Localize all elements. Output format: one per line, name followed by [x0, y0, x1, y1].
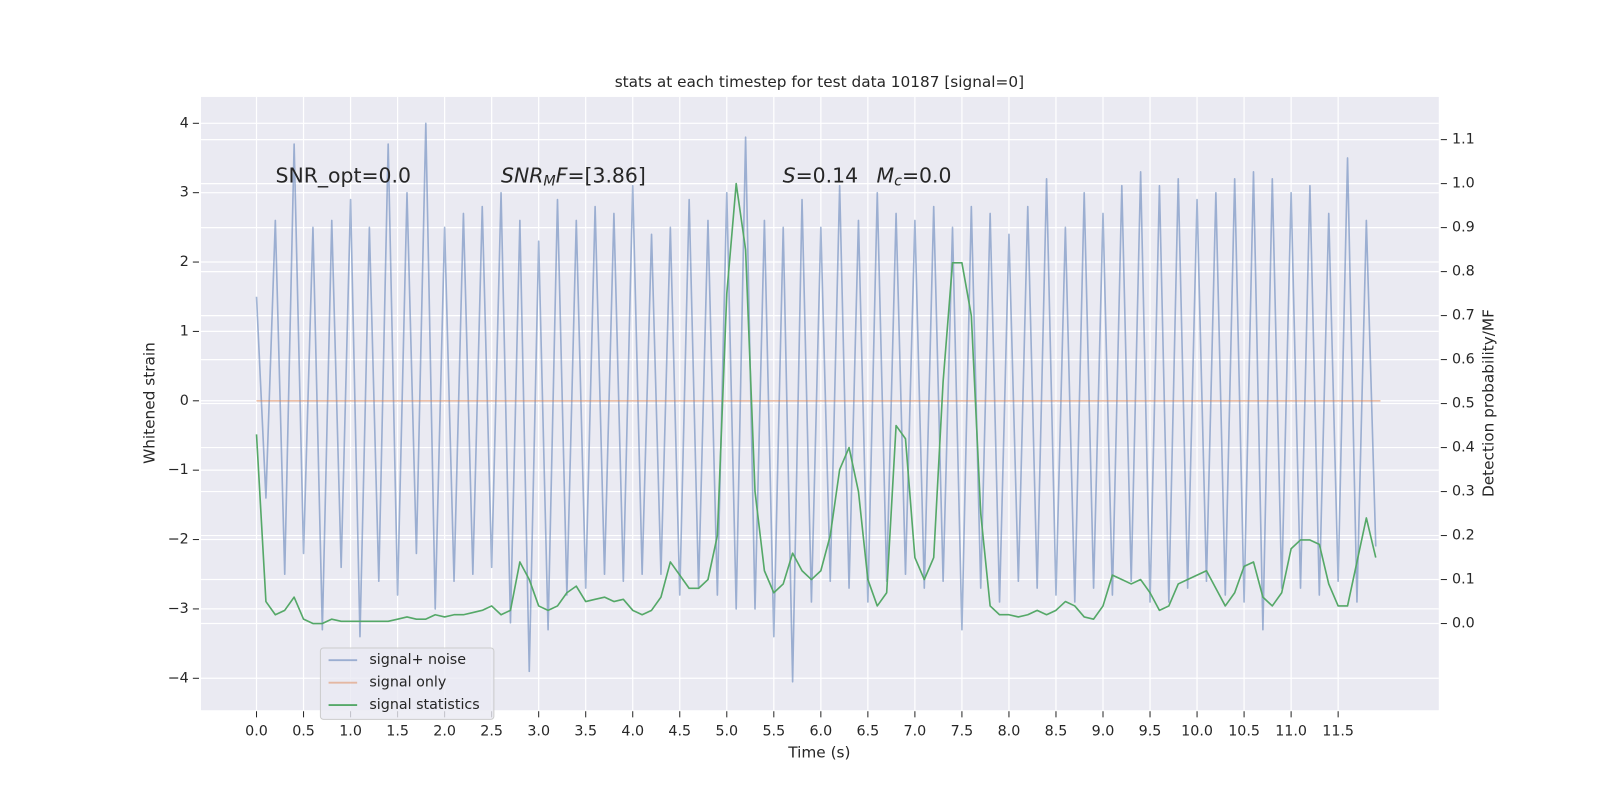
- x-tick-label: 10.5: [1228, 724, 1260, 740]
- y2-tick-label: 0.6: [1452, 352, 1475, 368]
- x-tick-label: 2.5: [480, 724, 503, 740]
- annotation-part: =0.0: [902, 164, 952, 188]
- y2-tick-label: 0.0: [1452, 616, 1475, 632]
- x-tick-label: 1.0: [339, 724, 362, 740]
- annotation-part: S: [783, 164, 796, 188]
- y2-tick-label: 0.9: [1452, 220, 1475, 236]
- y2-tick-label: 1.0: [1452, 176, 1475, 192]
- marks: [255, 122, 1381, 683]
- y2-axis-label: Detection probability/MF: [1479, 309, 1497, 497]
- y2-tick-label: 0.5: [1452, 396, 1475, 412]
- x-tick-label: 6.0: [809, 724, 832, 740]
- y2-tick-label: 0.7: [1452, 308, 1475, 324]
- x-tick-label: 0.0: [245, 724, 268, 740]
- x-tick-label: 5.5: [762, 724, 785, 740]
- annotation: SNR_opt=0.0: [276, 164, 412, 189]
- x-tick-label: 7.5: [951, 724, 974, 740]
- x-tick-label: 11.5: [1322, 724, 1354, 740]
- y-tick-label: −3: [168, 601, 189, 617]
- annotation-part: F: [556, 164, 568, 188]
- y-tick-label: −4: [168, 670, 189, 686]
- y2-tick-label: 0.4: [1452, 440, 1475, 456]
- annotation-part: c: [894, 174, 902, 190]
- annotation-part: M: [877, 164, 895, 188]
- y-tick-label: 4: [180, 115, 189, 131]
- x-tick-label: 6.5: [857, 724, 880, 740]
- x-tick-label: 3.0: [527, 724, 550, 740]
- y-tick-label: −1: [168, 462, 189, 478]
- x-tick-label: 8.0: [998, 724, 1021, 740]
- legend-label: signal+ noise: [369, 652, 466, 668]
- series-line: [255, 122, 1377, 683]
- legend-box: [319, 647, 495, 720]
- y2-tick-label: 0.1: [1452, 572, 1475, 588]
- y-tick-label: 1: [180, 323, 189, 339]
- series-line: [255, 182, 1377, 625]
- chart-title: stats at each timestep for test data 101…: [615, 73, 1024, 91]
- x-tick-label: 4.0: [621, 724, 644, 740]
- x-axis-label: Time (s): [787, 744, 850, 762]
- x-tick-label: 10.0: [1181, 724, 1213, 740]
- x-tick-label: 7.0: [904, 724, 927, 740]
- x-tick-label: 1.5: [386, 724, 409, 740]
- annotation-part: =0.14: [796, 164, 859, 188]
- annotation: Mc=0.0: [877, 164, 952, 190]
- annotation-part: =[3.86]: [567, 164, 645, 188]
- y2-tick-label: 0.3: [1452, 484, 1475, 500]
- x-tick-label: 0.5: [292, 724, 315, 740]
- x-tick-label: 2.0: [433, 724, 456, 740]
- y-tick-label: −2: [168, 532, 189, 548]
- x-tick-label: 4.5: [668, 724, 691, 740]
- annotation-part: M: [543, 174, 555, 190]
- legend-label: signal only: [369, 675, 446, 691]
- y-axis-label: Whitened strain: [141, 342, 159, 464]
- x-tick-label: 9.5: [1139, 724, 1162, 740]
- overlay: 0.0 0.5 1.0 1.5 2.0 2.5 3.0 3.5 4.0 4.5 5.0 5.5 6.0 6…: [168, 115, 1475, 739]
- y-tick-label: 2: [180, 254, 189, 270]
- annotation-part: SNR: [501, 164, 543, 188]
- x-tick-label: 3.5: [574, 724, 597, 740]
- annotation-part: SNR_opt=0.0: [276, 164, 412, 189]
- annotation: S=0.14: [783, 164, 858, 188]
- y2-tick-label: 1.1: [1452, 132, 1475, 148]
- annotation: SNRMF=[3.86]: [501, 164, 646, 190]
- x-tick-label: 8.5: [1045, 724, 1068, 740]
- y-tick-label: 3: [180, 185, 189, 201]
- x-tick-label: 11.0: [1275, 724, 1307, 740]
- x-tick-label: 9.0: [1092, 724, 1115, 740]
- y2-tick-label: 0.8: [1452, 264, 1475, 280]
- y2-tick-label: 0.2: [1452, 528, 1475, 544]
- legend-label: signal statistics: [369, 697, 479, 713]
- y-tick-label: 0: [180, 393, 189, 409]
- x-tick-label: 5.0: [715, 724, 738, 740]
